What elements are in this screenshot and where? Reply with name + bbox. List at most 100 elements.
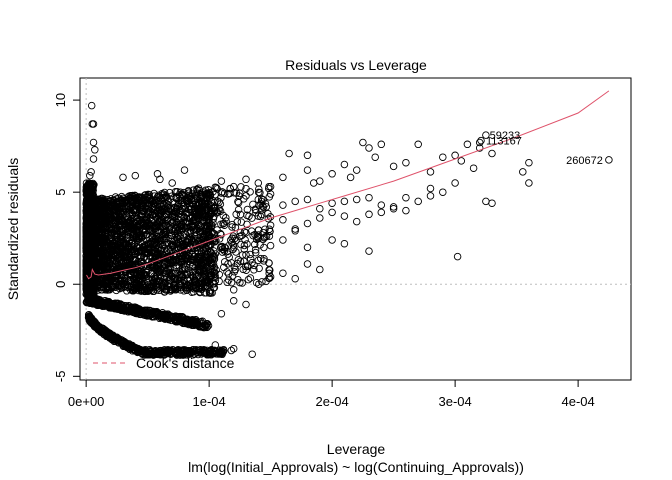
data-point bbox=[182, 286, 191, 294]
data-point bbox=[328, 199, 336, 207]
point-label-260672: 260672 bbox=[566, 155, 603, 167]
data-point bbox=[87, 314, 95, 322]
data-point bbox=[85, 226, 93, 235]
data-point bbox=[488, 149, 496, 158]
data-point bbox=[231, 234, 239, 243]
data-point bbox=[103, 209, 111, 217]
data-point bbox=[85, 242, 94, 250]
data-point bbox=[118, 221, 126, 230]
data-point bbox=[106, 197, 115, 206]
data-point bbox=[224, 242, 233, 250]
data-point bbox=[98, 233, 107, 241]
data-point bbox=[189, 346, 197, 354]
data-point bbox=[98, 262, 107, 271]
data-point bbox=[180, 212, 189, 221]
data-point bbox=[194, 211, 203, 219]
data-point bbox=[234, 256, 243, 264]
data-point bbox=[183, 270, 192, 278]
data-point bbox=[172, 193, 181, 202]
data-point bbox=[88, 213, 97, 222]
data-point bbox=[107, 237, 115, 246]
data-point bbox=[254, 188, 263, 197]
data-point bbox=[246, 274, 255, 282]
data-point bbox=[303, 195, 312, 204]
data-point bbox=[100, 215, 109, 223]
data-point bbox=[180, 166, 189, 174]
data-point bbox=[251, 246, 260, 254]
data-point bbox=[340, 160, 349, 169]
data-point bbox=[150, 254, 159, 263]
data-point bbox=[182, 317, 191, 325]
data-point bbox=[91, 146, 99, 154]
data-point bbox=[303, 243, 312, 252]
data-point bbox=[254, 179, 263, 187]
data-point bbox=[328, 208, 336, 217]
data-point bbox=[259, 203, 268, 211]
data-point bbox=[266, 273, 275, 281]
smooth-line bbox=[86, 90, 610, 280]
data-point bbox=[87, 279, 95, 287]
data-point bbox=[165, 239, 173, 248]
data-point bbox=[114, 281, 123, 290]
data-point bbox=[229, 286, 238, 294]
data-point bbox=[204, 203, 212, 211]
data-point bbox=[186, 258, 195, 267]
data-point bbox=[210, 347, 219, 355]
data-point bbox=[105, 275, 114, 283]
data-point bbox=[111, 193, 120, 201]
data-point bbox=[175, 232, 183, 241]
point-label-113167: 113167 bbox=[486, 136, 522, 148]
data-point bbox=[97, 224, 105, 233]
data-point bbox=[185, 214, 194, 223]
data-point bbox=[152, 198, 160, 206]
data-point bbox=[154, 218, 162, 226]
data-point bbox=[174, 346, 182, 354]
data-point bbox=[178, 204, 186, 213]
y-axis: -5 0 5 10 bbox=[53, 93, 81, 382]
legend: Cook's distance bbox=[93, 355, 235, 371]
data-point bbox=[453, 252, 462, 261]
data-point bbox=[165, 268, 173, 276]
data-point bbox=[235, 189, 244, 198]
data-point bbox=[224, 260, 232, 268]
x-tick-label: 4e-04 bbox=[561, 394, 594, 409]
data-point bbox=[169, 346, 177, 354]
data-point bbox=[149, 287, 157, 296]
data-point bbox=[128, 228, 137, 236]
data-point bbox=[178, 313, 187, 321]
data-point bbox=[172, 278, 180, 287]
data-point bbox=[150, 199, 158, 208]
data-point bbox=[117, 336, 126, 345]
data-point bbox=[99, 196, 107, 205]
data-point bbox=[87, 101, 96, 110]
x-tick-label: 2e-04 bbox=[316, 394, 349, 409]
data-point bbox=[194, 253, 203, 262]
data-point bbox=[402, 206, 410, 215]
data-point bbox=[477, 136, 485, 145]
data-point bbox=[83, 193, 92, 201]
data-point bbox=[194, 267, 202, 275]
data-point bbox=[132, 263, 141, 272]
data-point bbox=[125, 276, 133, 285]
data-point bbox=[303, 166, 312, 174]
data-point bbox=[192, 317, 200, 325]
data-point bbox=[160, 204, 169, 213]
data-point bbox=[207, 346, 216, 354]
data-point bbox=[201, 277, 209, 286]
data-point bbox=[155, 210, 163, 219]
data-point bbox=[119, 173, 127, 182]
data-point bbox=[157, 314, 166, 322]
data-point bbox=[303, 219, 312, 228]
data-point bbox=[125, 195, 133, 203]
data-point bbox=[133, 215, 141, 223]
data-point bbox=[112, 286, 121, 295]
data-point bbox=[124, 215, 133, 223]
data-point bbox=[234, 275, 242, 284]
data-point bbox=[187, 222, 195, 230]
x-tick-label: 1e-04 bbox=[193, 394, 226, 409]
data-point bbox=[365, 210, 373, 219]
data-point bbox=[134, 232, 143, 241]
data-point bbox=[190, 350, 199, 358]
x-tick-label: 3e-04 bbox=[438, 394, 471, 409]
data-point bbox=[204, 351, 212, 359]
